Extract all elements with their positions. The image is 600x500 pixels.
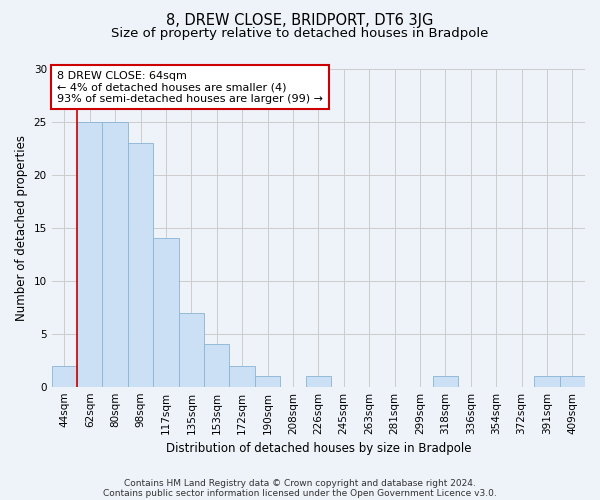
Bar: [52, 366, 77, 386]
Bar: [534, 376, 560, 386]
Bar: [229, 366, 255, 386]
X-axis label: Distribution of detached houses by size in Bradpole: Distribution of detached houses by size …: [166, 442, 471, 455]
Y-axis label: Number of detached properties: Number of detached properties: [15, 135, 28, 321]
Bar: [204, 344, 229, 387]
Text: Size of property relative to detached houses in Bradpole: Size of property relative to detached ho…: [112, 28, 488, 40]
Bar: [560, 376, 585, 386]
Bar: [433, 376, 458, 386]
Bar: [128, 143, 153, 386]
Bar: [305, 376, 331, 386]
Bar: [77, 122, 103, 386]
Text: Contains HM Land Registry data © Crown copyright and database right 2024.: Contains HM Land Registry data © Crown c…: [124, 478, 476, 488]
Text: 8 DREW CLOSE: 64sqm
← 4% of detached houses are smaller (4)
93% of semi-detached: 8 DREW CLOSE: 64sqm ← 4% of detached hou…: [57, 70, 323, 104]
Bar: [255, 376, 280, 386]
Bar: [179, 312, 204, 386]
Bar: [153, 238, 179, 386]
Text: 8, DREW CLOSE, BRIDPORT, DT6 3JG: 8, DREW CLOSE, BRIDPORT, DT6 3JG: [166, 12, 434, 28]
Bar: [103, 122, 128, 386]
Text: Contains public sector information licensed under the Open Government Licence v3: Contains public sector information licen…: [103, 488, 497, 498]
